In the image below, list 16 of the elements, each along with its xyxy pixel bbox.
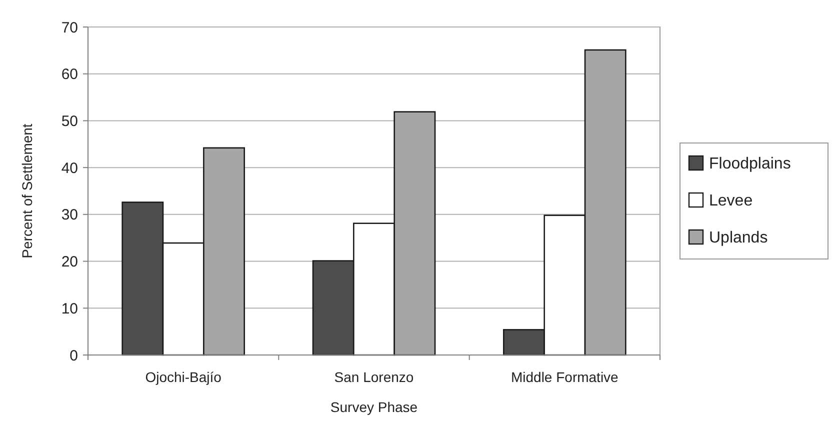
y-tick-label: 10: [61, 300, 78, 318]
y-axis-title: Percent of Settlement: [19, 124, 35, 258]
x-axis-title: Survey Phase: [330, 399, 418, 415]
legend-label: Levee: [709, 192, 753, 210]
y-tick-label: 60: [61, 66, 78, 84]
x-tick-label: Middle Formative: [510, 369, 619, 385]
y-tick-label: 70: [61, 19, 78, 36]
y-tick-label: 50: [61, 112, 78, 130]
legend-label: Uplands: [709, 230, 768, 247]
y-tick-label: 0: [70, 347, 78, 364]
y-tick-label: 40: [61, 160, 78, 177]
y-tick-label: 20: [61, 254, 78, 271]
x-tick-label: Ojochi-Bajío: [145, 369, 222, 385]
x-tick-label: San Lorenzo: [334, 369, 414, 385]
y-tick-label: 30: [61, 206, 78, 224]
legend-label: Floodplains: [709, 156, 791, 173]
